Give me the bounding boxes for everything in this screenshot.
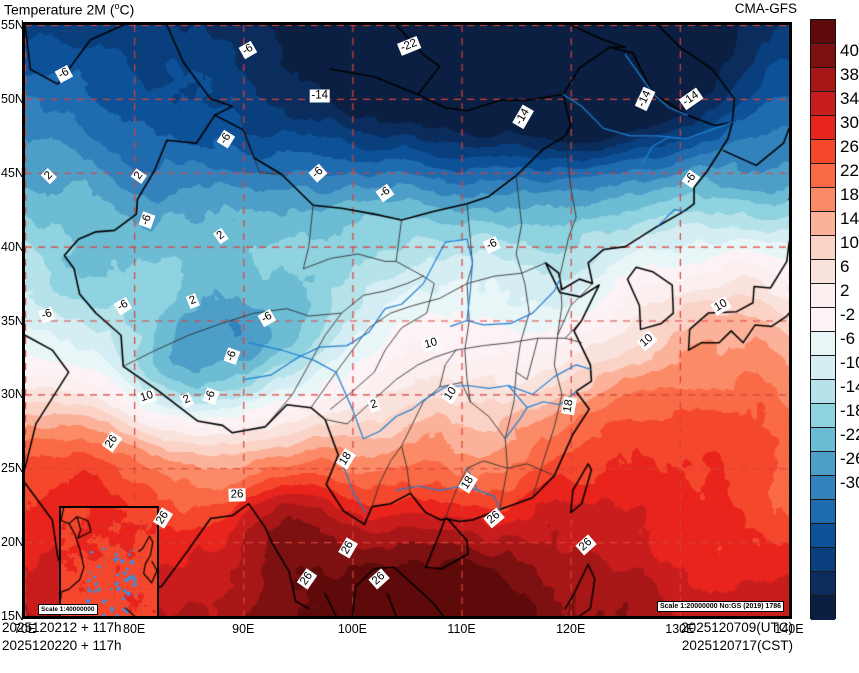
colorbar-tick-neg30: -30 xyxy=(840,473,859,493)
colorbar-tick-neg22: -22 xyxy=(840,425,859,445)
colorbar-segment xyxy=(811,44,835,68)
colorbar-tick-30: 30 xyxy=(840,113,859,133)
colorbar-segment xyxy=(811,68,835,92)
valid-time-utc: 2025120709(UTC) xyxy=(681,620,793,635)
colorbar-tick-neg26: -26 xyxy=(840,449,859,469)
contour-label: 18 xyxy=(560,396,577,416)
contour-label: -14 xyxy=(309,89,330,103)
lon-tick-120E: 120E xyxy=(556,622,586,636)
page-title: Temperature 2M (oC) xyxy=(4,1,134,18)
colorbar-segment xyxy=(811,164,835,188)
colorbar-tick-neg6: -6 xyxy=(840,329,856,349)
colorbar-tick-40: 40 xyxy=(840,41,859,61)
colorbar-tick-neg14: -14 xyxy=(840,377,859,397)
colorbar-segment xyxy=(811,596,835,620)
colorbar-tick-18: 18 xyxy=(840,185,859,205)
colorbar-tick-22: 22 xyxy=(840,161,859,181)
lon-tick-90E: 90E xyxy=(232,622,255,636)
lon-tick-130E: 130E xyxy=(665,622,695,636)
inset-canvas xyxy=(61,508,157,616)
colorbar-tick-6: 6 xyxy=(840,257,850,277)
lon-tick-70E: 70E xyxy=(13,622,37,636)
colorbar-tick-neg10: -10 xyxy=(840,353,859,373)
contour-label: 26 xyxy=(228,488,246,502)
map-panel[interactable]: Scale 1:40000000 Scale 1:20000000 No:GS … xyxy=(22,22,792,619)
colorbar-segment xyxy=(811,308,835,332)
colorbar-segment xyxy=(811,452,835,476)
colorbar-segment xyxy=(811,428,835,452)
colorbar-tick-14: 14 xyxy=(840,209,859,229)
valid-time-cst: 2025120717(CST) xyxy=(681,638,793,653)
page-title-unit: C) xyxy=(119,1,135,18)
map-scale-label: Scale 1:20000000 No:GS (2019) 1786 xyxy=(656,601,784,612)
degree-symbol: o xyxy=(114,1,120,11)
lon-tick-100E: 100E xyxy=(337,622,368,636)
lon-tick-110E: 110E xyxy=(447,622,476,636)
init-time-line-1: 2025120212 + 117h xyxy=(2,620,122,635)
colorbar-segment xyxy=(811,92,835,116)
colorbar-tick-38: 38 xyxy=(840,65,859,85)
colorbar-segment xyxy=(811,380,835,404)
colorbar-segment xyxy=(811,236,835,260)
colorbar-segment xyxy=(811,500,835,524)
colorbar-tick-34: 34 xyxy=(840,89,859,109)
lat-tick-55N: 55N xyxy=(1,18,24,32)
colorbar-segment xyxy=(811,572,835,596)
inset-scale-label: Scale 1:40000000 xyxy=(38,604,98,615)
colorbar-segment xyxy=(811,548,835,572)
colorbar-tick-10: 10 xyxy=(840,233,859,253)
page-title-text: Temperature 2M ( xyxy=(4,1,115,18)
colorbar-segment xyxy=(811,476,835,500)
lat-tick-50N: 50N xyxy=(1,91,24,106)
lat-tick-25N: 25N xyxy=(1,461,24,476)
colorbar-segment xyxy=(811,404,835,428)
lon-tick-140E: 140E xyxy=(774,622,804,636)
colorbar-segment xyxy=(811,356,835,380)
colorbar-segment xyxy=(811,188,835,212)
colorbar-segment xyxy=(811,260,835,284)
colorbar-segment xyxy=(811,524,835,548)
colorbar-segment xyxy=(811,212,835,236)
colorbar-tick-2: 2 xyxy=(840,281,850,301)
colorbar-tick-26: 26 xyxy=(840,137,859,157)
colorbar-segment xyxy=(811,332,835,356)
lat-tick-40N: 40N xyxy=(1,239,24,254)
colorbar-segment xyxy=(811,20,835,44)
lat-tick-45N: 45N xyxy=(1,165,24,180)
south-china-sea-inset-map xyxy=(59,506,159,616)
model-name-label: CMA-GFS xyxy=(734,1,797,16)
lat-tick-20N: 20N xyxy=(1,535,24,550)
colorbar-segment xyxy=(811,284,835,308)
lat-tick-15N: 15N xyxy=(1,609,24,623)
colorbar-segment xyxy=(811,116,835,140)
colorbar-tick-neg2: -2 xyxy=(840,305,856,325)
lon-tick-80E: 80E xyxy=(123,622,146,636)
lat-tick-30N: 30N xyxy=(1,387,24,402)
temperature-colorbar xyxy=(810,19,836,620)
colorbar-segment xyxy=(811,140,835,164)
colorbar-tick-neg18: -18 xyxy=(840,401,859,421)
lat-tick-35N: 35N xyxy=(1,313,24,328)
init-time-line-2: 2025120220 + 117h xyxy=(2,638,122,653)
